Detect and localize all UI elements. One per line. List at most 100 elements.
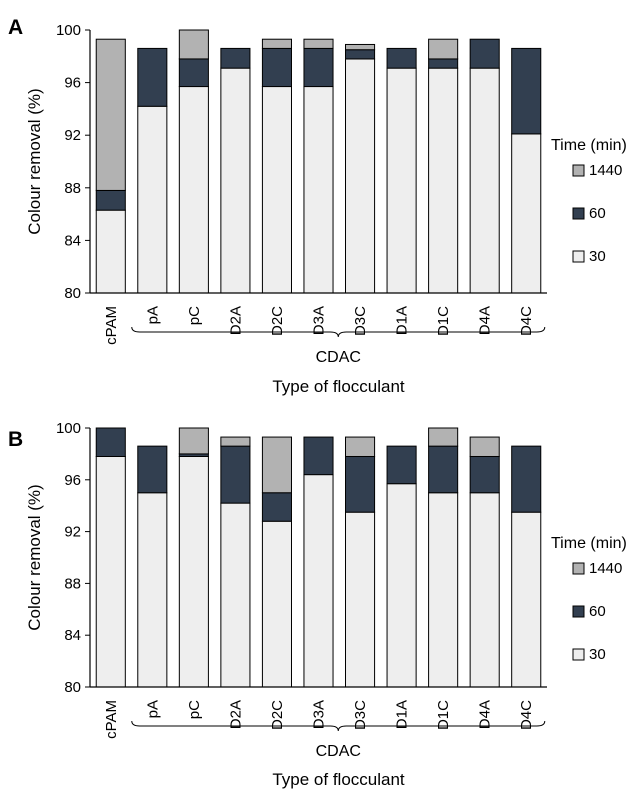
bar-segment-d3c-1440min — [345, 43, 376, 51]
bar-segment-d2c-60min — [261, 47, 292, 88]
x-tick-label: pC — [186, 306, 203, 325]
legend-label-1440min: 1440 — [589, 560, 622, 577]
x-tick-label: D3C — [352, 306, 369, 336]
bar-segment-d1c-1440min — [428, 38, 459, 60]
bar-segment-cpam-60min — [95, 189, 126, 211]
x-tick-label: D4C — [518, 700, 535, 730]
bar-segment-d3a-1440min — [303, 38, 334, 49]
bar-segment-d1c-30min — [428, 492, 459, 688]
x-tick-label: cPAM — [103, 700, 120, 739]
y-tick-label: 96 — [64, 472, 81, 489]
y-tick-label: 92 — [64, 127, 81, 144]
bar-segment-pc-30min — [178, 86, 209, 294]
bar-segment-pc-1440min — [178, 427, 209, 455]
y-tick-label: 84 — [64, 627, 81, 644]
y-tick-label: 92 — [64, 524, 81, 541]
group-label-cdac: CDAC — [316, 743, 361, 760]
bar-segment-d4c-30min — [511, 133, 542, 294]
legend: Time (min) 1440 60 30 — [551, 137, 627, 265]
bar-segment-d3c-30min — [345, 511, 376, 688]
panel-label: A — [8, 16, 23, 39]
bar-segment-d2c-30min — [261, 520, 292, 688]
y-tick-label: 100 — [56, 420, 81, 437]
bar-segment-d4a-60min — [469, 455, 500, 494]
x-tick-label: D1C — [435, 306, 452, 336]
x-tick-label: D3A — [311, 700, 328, 729]
y-tick-label: 84 — [64, 232, 81, 249]
panel-label: B — [8, 428, 23, 451]
x-axis-title: Type of flocculant — [272, 377, 405, 396]
bar-segment-d1a-60min — [386, 445, 417, 485]
legend-label-1440min: 1440 — [589, 162, 622, 179]
bar-segment-d1a-60min — [386, 47, 417, 69]
bar-segment-d1a-30min — [386, 483, 417, 688]
legend-title: Time (min) — [551, 137, 627, 154]
bar-segment-pc-1440min — [178, 29, 209, 60]
y-axis-title: Colour removal (%) — [25, 88, 44, 234]
y-tick-label: 96 — [64, 75, 81, 92]
legend-label-60min: 60 — [589, 603, 606, 620]
x-tick-label: pA — [144, 306, 161, 324]
group-label-cdac: CDAC — [316, 349, 361, 366]
legend-swatch-1440min — [572, 164, 585, 177]
bar-segment-d2a-60min — [220, 445, 251, 504]
bar-segment-d3a-60min — [303, 47, 334, 88]
legend-swatch-60min — [572, 207, 585, 220]
bar-segment-cpam-60min — [95, 427, 126, 457]
bar-segment-d2c-60min — [261, 492, 292, 522]
bar-segment-d2c-30min — [261, 86, 292, 294]
y-tick-label: 88 — [64, 575, 81, 592]
bar-segment-d2c-1440min — [261, 38, 292, 49]
legend-label-60min: 60 — [589, 205, 606, 222]
x-tick-label: D2C — [269, 700, 286, 730]
x-tick-label: D2A — [227, 700, 244, 729]
legend-swatch-1440min — [572, 562, 585, 575]
bar-segment-pc-30min — [178, 455, 209, 688]
x-tick-label: D4C — [518, 306, 535, 336]
bar-segment-cpam-1440min — [95, 38, 126, 191]
x-axis-title: Type of flocculant — [272, 770, 405, 789]
x-tick-label: D4A — [477, 700, 494, 729]
x-tick-label: D1A — [394, 700, 411, 729]
x-tick-label: D2C — [269, 306, 286, 336]
bar-segment-d4a-30min — [469, 492, 500, 688]
bar-segment-pa-30min — [137, 492, 168, 688]
bar-segment-d3a-30min — [303, 86, 334, 294]
legend-swatch-30min — [572, 250, 585, 263]
x-tick-label: D2A — [227, 306, 244, 335]
bar-segment-d3c-60min — [345, 455, 376, 513]
cdac-bracket — [131, 326, 546, 338]
bar-segment-d2a-30min — [220, 502, 251, 688]
x-tick-label: D3C — [352, 700, 369, 730]
bar-segment-d2a-30min — [220, 67, 251, 294]
x-tick-label: D1C — [435, 700, 452, 730]
bar-segment-d1c-60min — [428, 58, 459, 69]
legend-label-30min: 30 — [589, 248, 606, 265]
bar-segment-d2c-1440min — [261, 436, 292, 494]
y-tick-label: 80 — [64, 679, 81, 696]
bar-segment-d4c-30min — [511, 511, 542, 688]
x-tick-label: cPAM — [103, 306, 120, 345]
bar-segment-cpam-30min — [95, 209, 126, 294]
bar-segment-d4a-30min — [469, 67, 500, 294]
x-tick-label: D4A — [477, 306, 494, 335]
x-tick-label: D1A — [394, 306, 411, 335]
bar-segment-d1c-60min — [428, 445, 459, 494]
bar-segment-d4a-1440min — [469, 436, 500, 457]
legend-title: Time (min) — [551, 535, 627, 552]
cdac-bracket — [131, 720, 546, 732]
bar-segment-d3c-60min — [345, 49, 376, 60]
y-tick-label: 88 — [64, 180, 81, 197]
bar-segment-pc-60min — [178, 58, 209, 88]
bar-segment-d2a-60min — [220, 47, 251, 69]
y-axis-title: Colour removal (%) — [25, 484, 44, 630]
bar-segment-d1c-1440min — [428, 427, 459, 447]
bar-segment-d3c-1440min — [345, 436, 376, 457]
bar-segment-d4a-60min — [469, 38, 500, 69]
bar-segment-d3a-30min — [303, 474, 334, 688]
bar-segment-d2a-1440min — [220, 436, 251, 447]
bar-segment-d1c-30min — [428, 67, 459, 294]
bar-segment-cpam-30min — [95, 455, 126, 688]
legend: Time (min) 1440 60 30 — [551, 535, 627, 663]
